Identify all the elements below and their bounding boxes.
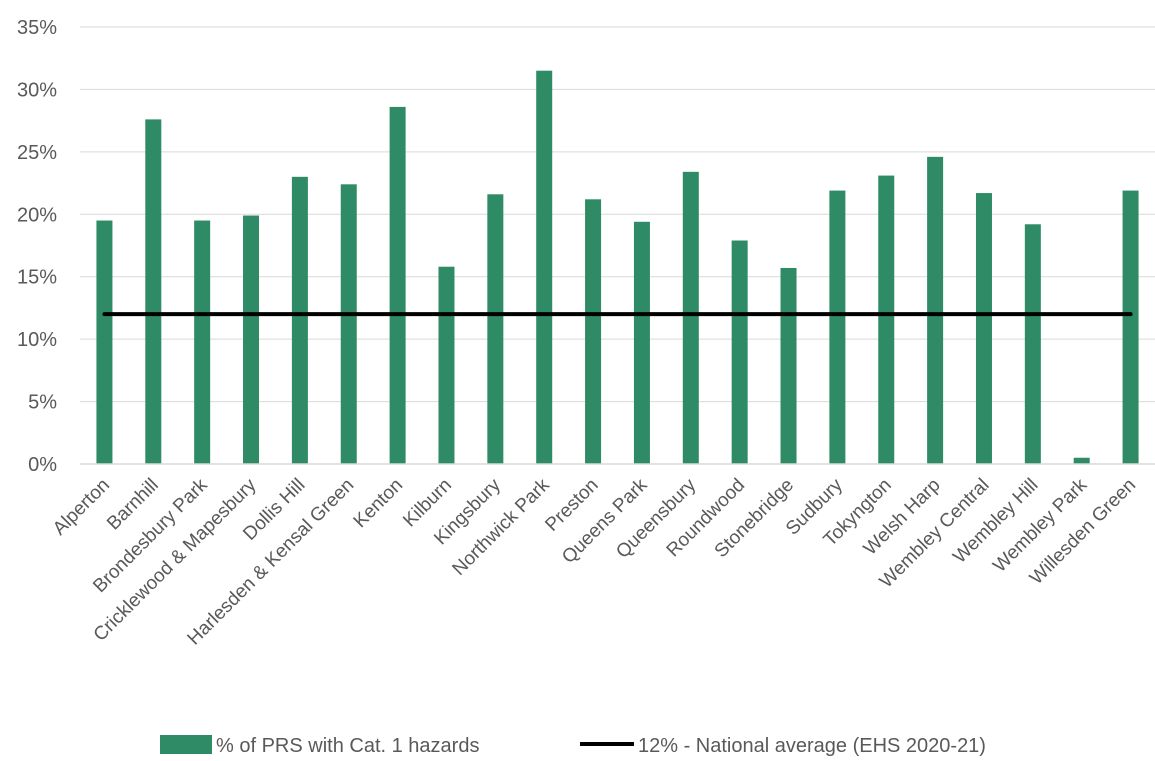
y-tick-label: 35%: [17, 17, 57, 39]
bar: [1073, 457, 1090, 464]
legend: % of PRS with Cat. 1 hazards 12% - Natio…: [160, 735, 986, 757]
bar: [145, 119, 162, 464]
bar: [1024, 224, 1041, 464]
bar: [878, 175, 895, 464]
legend-swatch-bar: [160, 735, 212, 754]
legend-label-line: 12% - National average (EHS 2020-21): [638, 735, 986, 756]
legend-label-bar: % of PRS with Cat. 1 hazards: [216, 735, 479, 756]
bar: [291, 176, 308, 465]
bar: [96, 220, 113, 464]
bar: [829, 190, 846, 464]
x-category-label: Alperton: [49, 475, 114, 540]
bar: [340, 184, 357, 464]
bar: [927, 156, 944, 464]
bar: [438, 266, 455, 464]
bar: [194, 220, 211, 464]
bar: [731, 240, 748, 464]
bar: [585, 199, 602, 464]
bar: [243, 215, 260, 464]
bar: [975, 193, 992, 464]
bar: [1122, 190, 1139, 464]
x-category-label: Kenton: [350, 475, 407, 532]
y-tick-label: 20%: [17, 204, 57, 226]
y-axis-tick-labels: 0% 5% 10% 15% 20% 25% 30% 35%: [17, 17, 57, 476]
bars: [96, 70, 1139, 465]
bar: [487, 194, 504, 464]
bar: [389, 106, 406, 464]
y-tick-label: 5%: [28, 392, 57, 414]
bar: [536, 70, 553, 464]
bar: [633, 221, 650, 464]
y-tick-label: 30%: [17, 79, 57, 101]
bar: [682, 171, 699, 464]
y-tick-label: 0%: [28, 454, 57, 476]
y-tick-label: 10%: [17, 329, 57, 351]
y-tick-label: 15%: [17, 267, 57, 289]
bar: [780, 267, 797, 464]
y-tick-label: 25%: [17, 142, 57, 164]
gridlines: [80, 26, 1155, 403]
